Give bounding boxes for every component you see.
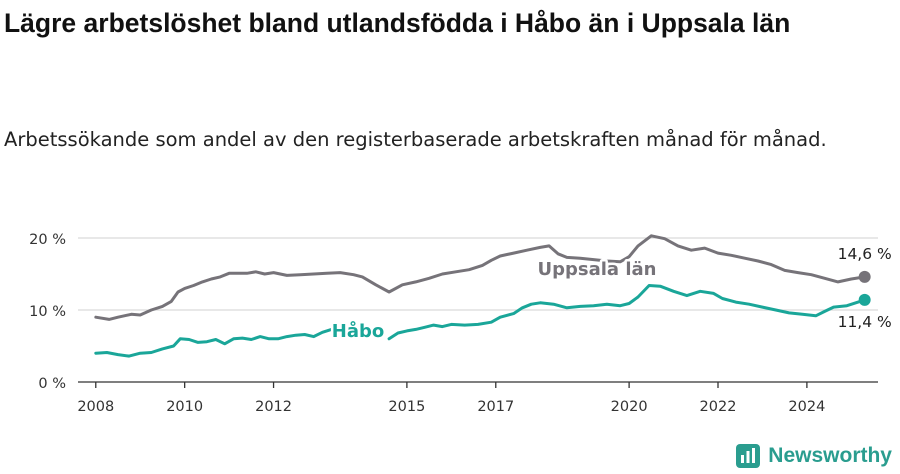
x-tick-label: 2008 — [77, 399, 114, 415]
x-axis: 2008 2010 2012 2015 2017 2020 2022 2024 — [77, 381, 878, 415]
series-lines — [94, 234, 871, 358]
x-tick-label: 2020 — [611, 399, 648, 415]
gridlines — [78, 237, 878, 311]
end-value-habo: 11,4 % — [838, 313, 892, 331]
brand-name: Newsworthy — [768, 444, 892, 467]
series-line-1-seg-0 — [94, 326, 338, 358]
y-axis: 0 % 10 % 20 % — [29, 232, 66, 392]
newsworthy-brand: Newsworthy — [736, 444, 892, 468]
newsworthy-logo-icon — [736, 444, 761, 468]
series-end-point-0 — [858, 270, 871, 283]
x-tick-label: 2012 — [255, 399, 292, 415]
x-tick-label: 2017 — [477, 399, 514, 415]
series-name-habo: Håbo — [332, 320, 384, 342]
series-line-1-seg-1 — [387, 284, 867, 341]
series-labels: Uppsala län Håbo 14,6 % 11,4 % — [329, 242, 894, 344]
series-name-uppsala: Uppsala län — [538, 259, 657, 280]
y-tick-label: 20 % — [29, 232, 66, 248]
x-tick-label: 2015 — [388, 399, 425, 415]
series-line-0-seg-0 — [94, 234, 867, 321]
x-tick-label: 2024 — [788, 399, 825, 415]
end-value-uppsala: 14,6 % — [838, 245, 892, 263]
chart-subtitle: Arbetssökande som andel av den registerb… — [4, 128, 827, 151]
chart-title: Lägre arbetslöshet bland utlandsfödda i … — [4, 8, 791, 38]
series-end-point-1 — [858, 293, 871, 306]
x-tick-label: 2010 — [166, 399, 203, 415]
y-tick-label: 10 % — [29, 304, 66, 320]
x-tick-label: 2022 — [700, 399, 737, 415]
y-tick-label: 0 % — [38, 376, 66, 392]
